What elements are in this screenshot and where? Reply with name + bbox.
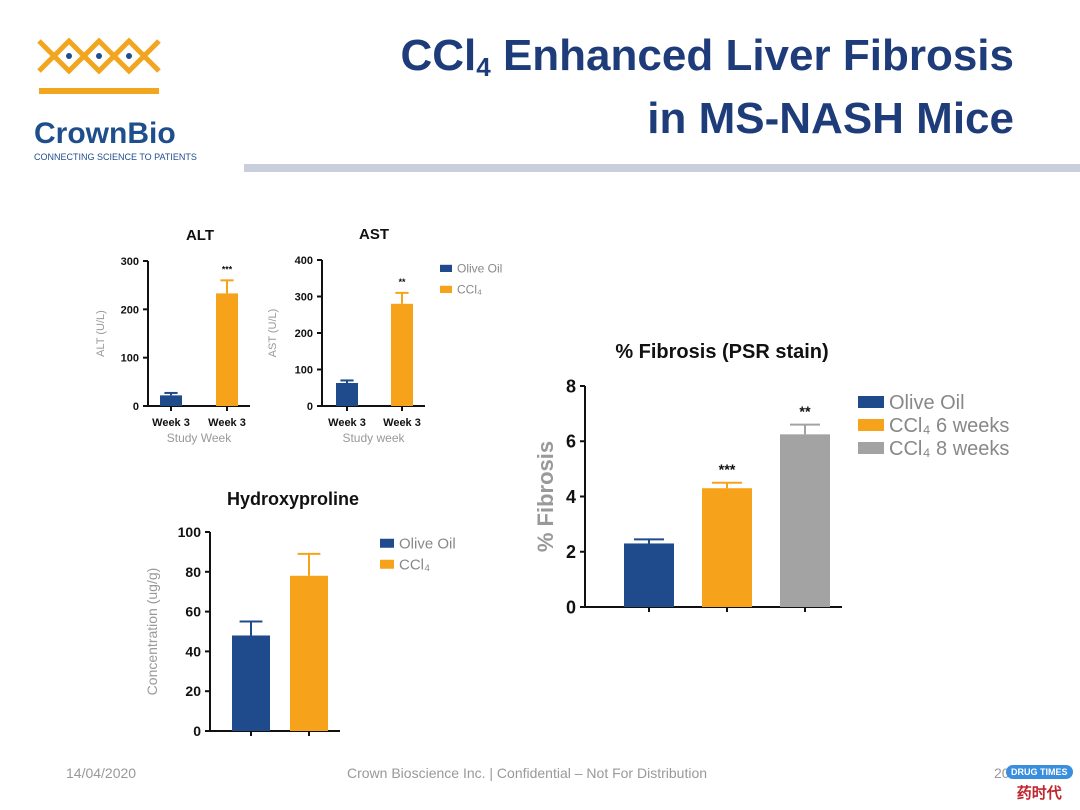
footer-date: 14/04/2020: [66, 765, 137, 781]
y-tick-label: 100: [295, 364, 313, 376]
y-tick-label: 100: [121, 353, 139, 365]
y-tick-label: 0: [133, 401, 139, 413]
crown-icon: [37, 37, 161, 94]
legend-swatch: [858, 419, 884, 431]
legend-label: CCl₄: [399, 557, 430, 574]
chart-title: Hydroxyproline: [227, 489, 359, 509]
bar: [780, 434, 830, 607]
y-tick-label: 8: [566, 376, 576, 396]
drugtimes-watermark: DRUG TIMES 药时代: [1006, 762, 1073, 803]
legend-swatch: [440, 264, 452, 272]
bar: [391, 303, 413, 406]
y-tick-label: 60: [185, 604, 201, 620]
y-tick-label: 80: [185, 564, 201, 580]
bar: [160, 395, 182, 406]
page-number: 20: [994, 765, 1010, 781]
logo-tagline: CONNECTING SCIENCE TO PATIENTS: [34, 152, 197, 162]
y-tick-label: 200: [121, 304, 139, 316]
y-tick-label: 200: [295, 328, 313, 340]
y-tick-label: 300: [295, 291, 313, 303]
significance-label: **: [799, 405, 811, 421]
y-tick-label: 100: [178, 524, 202, 540]
logo-name: CrownBio: [34, 117, 176, 150]
legend-label: CCl₄ 6 weeks: [889, 415, 1009, 437]
y-axis-label: Concentration (ug/g): [144, 568, 160, 696]
legend-swatch: [858, 442, 884, 454]
y-tick-label: 4: [566, 487, 576, 507]
legend-label: Olive Oil: [399, 536, 456, 553]
y-tick-label: 0: [566, 597, 576, 617]
title-part: CCl: [400, 31, 477, 80]
y-tick-label: 400: [295, 255, 313, 267]
title-line2: in MS-NASH Mice: [647, 94, 1014, 143]
y-tick-label: 20: [185, 683, 201, 699]
significance-label: **: [399, 277, 406, 287]
watermark-chinese: 药时代: [1016, 785, 1062, 802]
crownbio-logo: CrownBio CONNECTING SCIENCE TO PATIENTS: [34, 36, 204, 162]
significance-label: ***: [222, 264, 233, 274]
bar: [336, 383, 358, 406]
legend-swatch: [380, 538, 394, 548]
y-tick-label: 2: [566, 542, 576, 562]
legend-label: Olive Oil: [457, 262, 502, 276]
y-axis-label: ALT (U/L): [95, 310, 107, 357]
x-tick-label: Week 3: [328, 417, 366, 429]
y-tick-label: 300: [121, 256, 139, 268]
title-part: Enhanced Liver Fibrosis: [490, 31, 1014, 80]
y-tick-label: 0: [193, 723, 201, 739]
title-subscript: 4: [476, 52, 491, 82]
x-tick-label: Week 3: [152, 417, 190, 429]
legend-label: CCl₄ 8 weeks: [889, 438, 1009, 460]
bar: [702, 488, 752, 607]
x-axis-label: Study Week: [167, 431, 232, 445]
header-divider: [244, 164, 1080, 172]
bar: [624, 543, 674, 607]
x-tick-label: Week 3: [383, 417, 421, 429]
bar: [232, 635, 270, 731]
legend-swatch: [380, 559, 394, 569]
legend-label: CCl₄: [457, 283, 482, 297]
significance-label: ***: [719, 463, 736, 479]
footer-confidential: Crown Bioscience Inc. | Confidential – N…: [347, 765, 708, 781]
y-tick-label: 40: [185, 643, 201, 659]
chart-title: ALT: [186, 227, 214, 244]
bar: [216, 293, 238, 406]
y-tick-label: 0: [307, 401, 313, 413]
x-axis-label: Study week: [342, 431, 405, 445]
y-tick-label: 6: [566, 432, 576, 452]
legend-swatch: [858, 396, 884, 408]
page-title: CCl4 Enhanced Liver Fibrosis in MS-NASH …: [400, 30, 1014, 145]
y-axis-label: % Fibrosis: [533, 441, 558, 552]
bar: [290, 575, 328, 731]
chart-title: AST: [359, 226, 389, 243]
x-tick-label: Week 3: [208, 417, 246, 429]
watermark-badge: DRUG TIMES: [1006, 765, 1073, 779]
legend-swatch: [440, 285, 452, 293]
y-axis-label: AST (U/L): [267, 309, 279, 358]
legend-label: Olive Oil: [889, 392, 965, 414]
chart-title: % Fibrosis (PSR stain): [615, 341, 828, 363]
